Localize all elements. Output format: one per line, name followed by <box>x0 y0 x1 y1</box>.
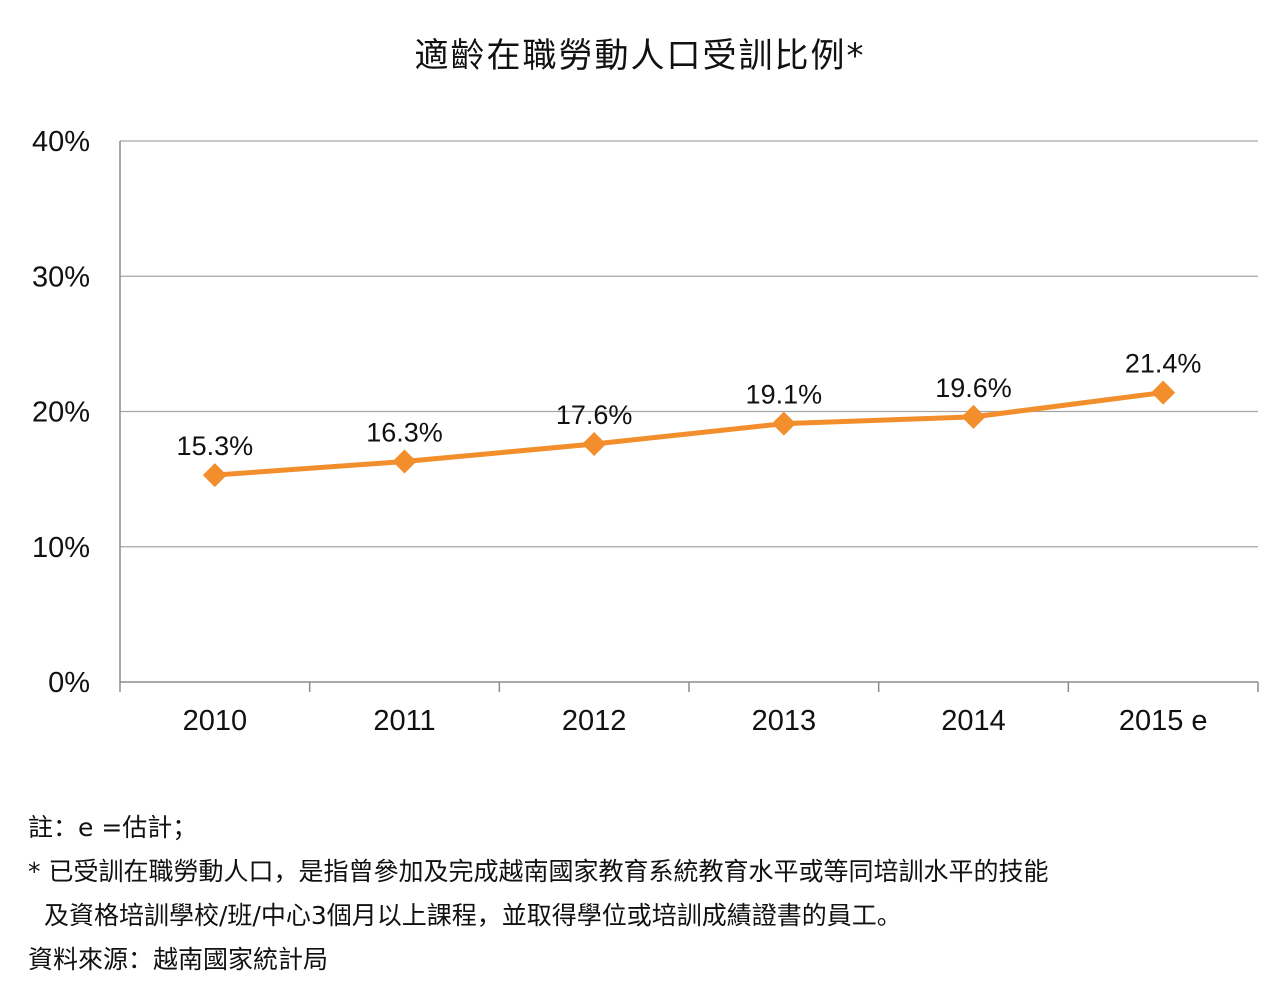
data-label: 16.3% <box>366 418 443 448</box>
y-tick-labels: 0% 10% 20% 30% 40% <box>32 126 90 699</box>
source-note: 資料來源：越南國家統計局 <box>28 945 329 974</box>
data-label: 19.6% <box>935 373 1012 403</box>
y-tick-label: 20% <box>32 397 90 429</box>
data-label: 21.4% <box>1125 349 1202 379</box>
x-tick-label: 2011 <box>373 705 435 737</box>
y-tick-label: 30% <box>32 261 90 293</box>
data-label: 15.3% <box>177 431 254 461</box>
data-point-marker <box>392 449 417 474</box>
series-line <box>214 390 1164 478</box>
data-markers <box>202 380 1176 488</box>
chart-notes: 註：e =估計； * 已受訓在職勞動人口，是指曾參加及完成越南國家教育系統教育水… <box>28 806 1268 982</box>
x-tick-label: 2013 <box>752 705 817 737</box>
data-point-marker <box>582 431 607 456</box>
data-label: 19.1% <box>746 380 823 410</box>
x-tick-label: 2010 <box>183 705 248 737</box>
y-tick-label: 0% <box>48 667 90 699</box>
x-tick-label: 2015 e <box>1119 705 1208 737</box>
data-label: 17.6% <box>556 400 633 430</box>
gridlines <box>120 140 1258 548</box>
data-point-marker <box>1151 380 1176 405</box>
data-point-marker <box>961 404 986 429</box>
estimate-note: 註：e =估計； <box>28 813 198 842</box>
chart-title: 適齡在職勞動人口受訓比例* <box>414 36 866 76</box>
definition-note-line-1: * 已受訓在職勞動人口，是指曾參加及完成越南國家教育系統教育水平或等同培訓水平的… <box>28 857 1049 886</box>
x-tick-label: 2012 <box>562 705 627 737</box>
x-tick-labels: 2010 2011 2012 2013 2014 2015 e <box>183 705 1208 737</box>
line-chart: 0% 10% 20% 30% 40% 2010 2011 2012 2013 2014 2015 … <box>32 126 1259 737</box>
y-tick-label: 40% <box>32 126 90 158</box>
data-labels: 15.3% 16.3% 17.6% 19.1% 19.6% 21.4% <box>177 349 1202 462</box>
axes <box>119 141 1259 692</box>
definition-note-line-2: 及資格培訓學校/班/中心3個月以上課程，並取得學位或培訓成績證書的員工。 <box>44 901 902 930</box>
y-tick-label: 10% <box>32 532 90 564</box>
series-line <box>214 390 1164 478</box>
x-tick-label: 2014 <box>941 705 1006 737</box>
data-point-marker <box>771 411 796 436</box>
data-point-marker <box>202 463 227 488</box>
